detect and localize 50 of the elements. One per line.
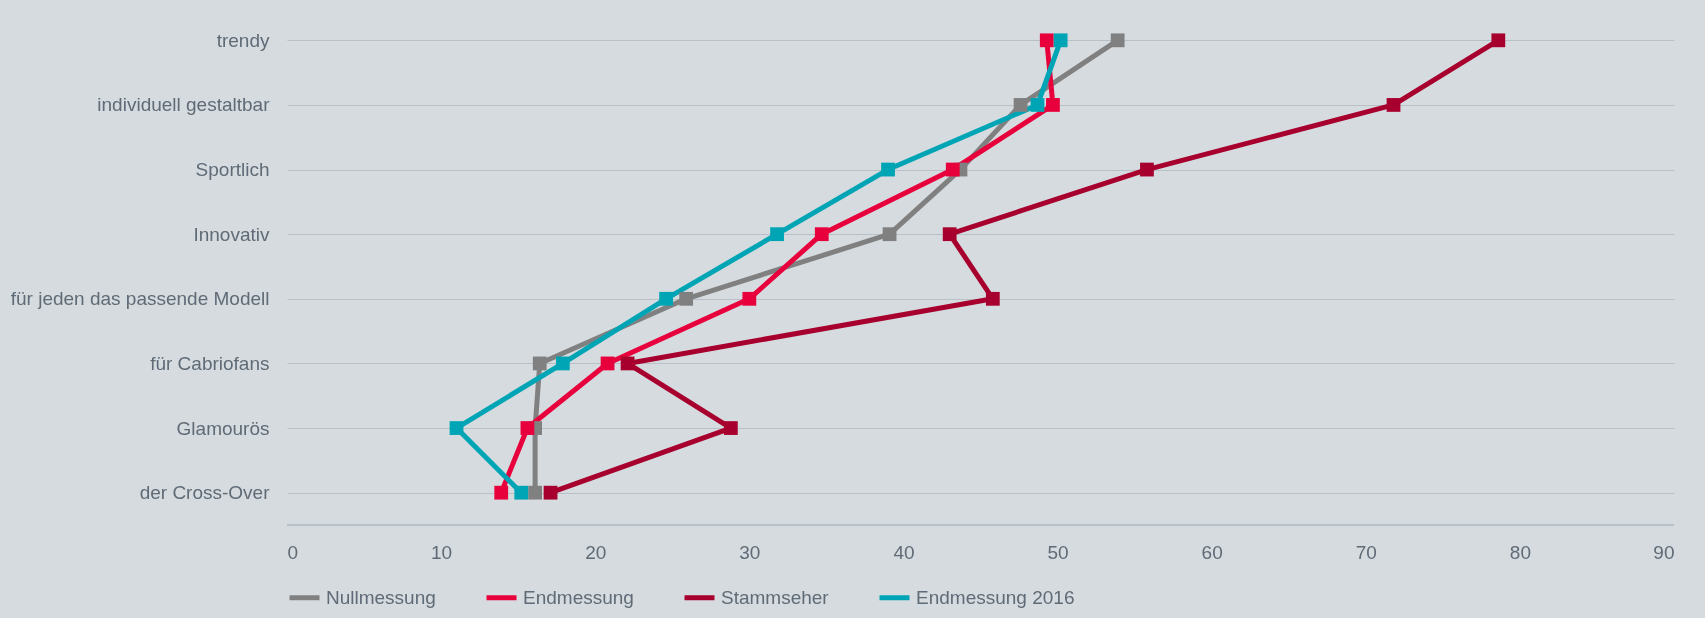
y-tick-label: für jeden das passende Modell: [10, 288, 270, 310]
point: [1386, 98, 1401, 112]
x-tick-label: 0: [287, 541, 299, 563]
legend-label: Endmessung: [523, 586, 634, 608]
x-tick-label: 40: [893, 541, 915, 563]
legend-label: Nullmessung: [326, 586, 436, 608]
point: [1030, 98, 1045, 112]
point: [945, 162, 960, 177]
y-tick-label: für Cabriofans: [150, 352, 270, 374]
point: [1140, 162, 1154, 177]
point: [1053, 33, 1068, 48]
x-tick-label: 20: [585, 541, 607, 563]
x-tick-label: 60: [1201, 541, 1223, 563]
point: [1013, 98, 1028, 112]
point: [1491, 33, 1506, 48]
point: [449, 421, 464, 435]
point: [881, 162, 895, 177]
point: [1110, 33, 1125, 48]
point: [814, 227, 829, 242]
y-tick-label: individuell gestaltbar: [97, 94, 271, 116]
point: [942, 227, 957, 242]
point: [1039, 33, 1054, 48]
point: [985, 291, 1000, 306]
y-tick-label: trendy: [216, 29, 270, 51]
y-tick-label: Sportlich: [195, 159, 270, 181]
point: [528, 485, 543, 500]
point: [1046, 98, 1060, 112]
y-tick-label: Glamourös: [176, 417, 270, 439]
y-tick-label: Innovativ: [193, 223, 270, 245]
point: [770, 227, 784, 242]
x-tick-label: 80: [1509, 541, 1531, 563]
point: [555, 356, 570, 371]
point: [543, 485, 558, 500]
point: [723, 421, 738, 435]
point: [882, 227, 897, 242]
legend-label: Endmessung 2016: [916, 586, 1075, 608]
legend-label: Stammseher: [721, 586, 830, 608]
x-tick-label: 90: [1653, 541, 1675, 563]
point: [532, 356, 547, 371]
point: [520, 421, 535, 435]
x-tick-label: 50: [1047, 541, 1069, 563]
x-tick-label: 10: [431, 541, 453, 563]
x-tick-label: 70: [1355, 541, 1377, 563]
point: [659, 291, 674, 306]
point: [679, 291, 694, 306]
point: [494, 485, 509, 500]
point: [742, 291, 757, 306]
y-tick-label: der Cross-Over: [139, 482, 271, 504]
x-tick-label: 30: [739, 541, 761, 563]
point: [514, 485, 529, 500]
